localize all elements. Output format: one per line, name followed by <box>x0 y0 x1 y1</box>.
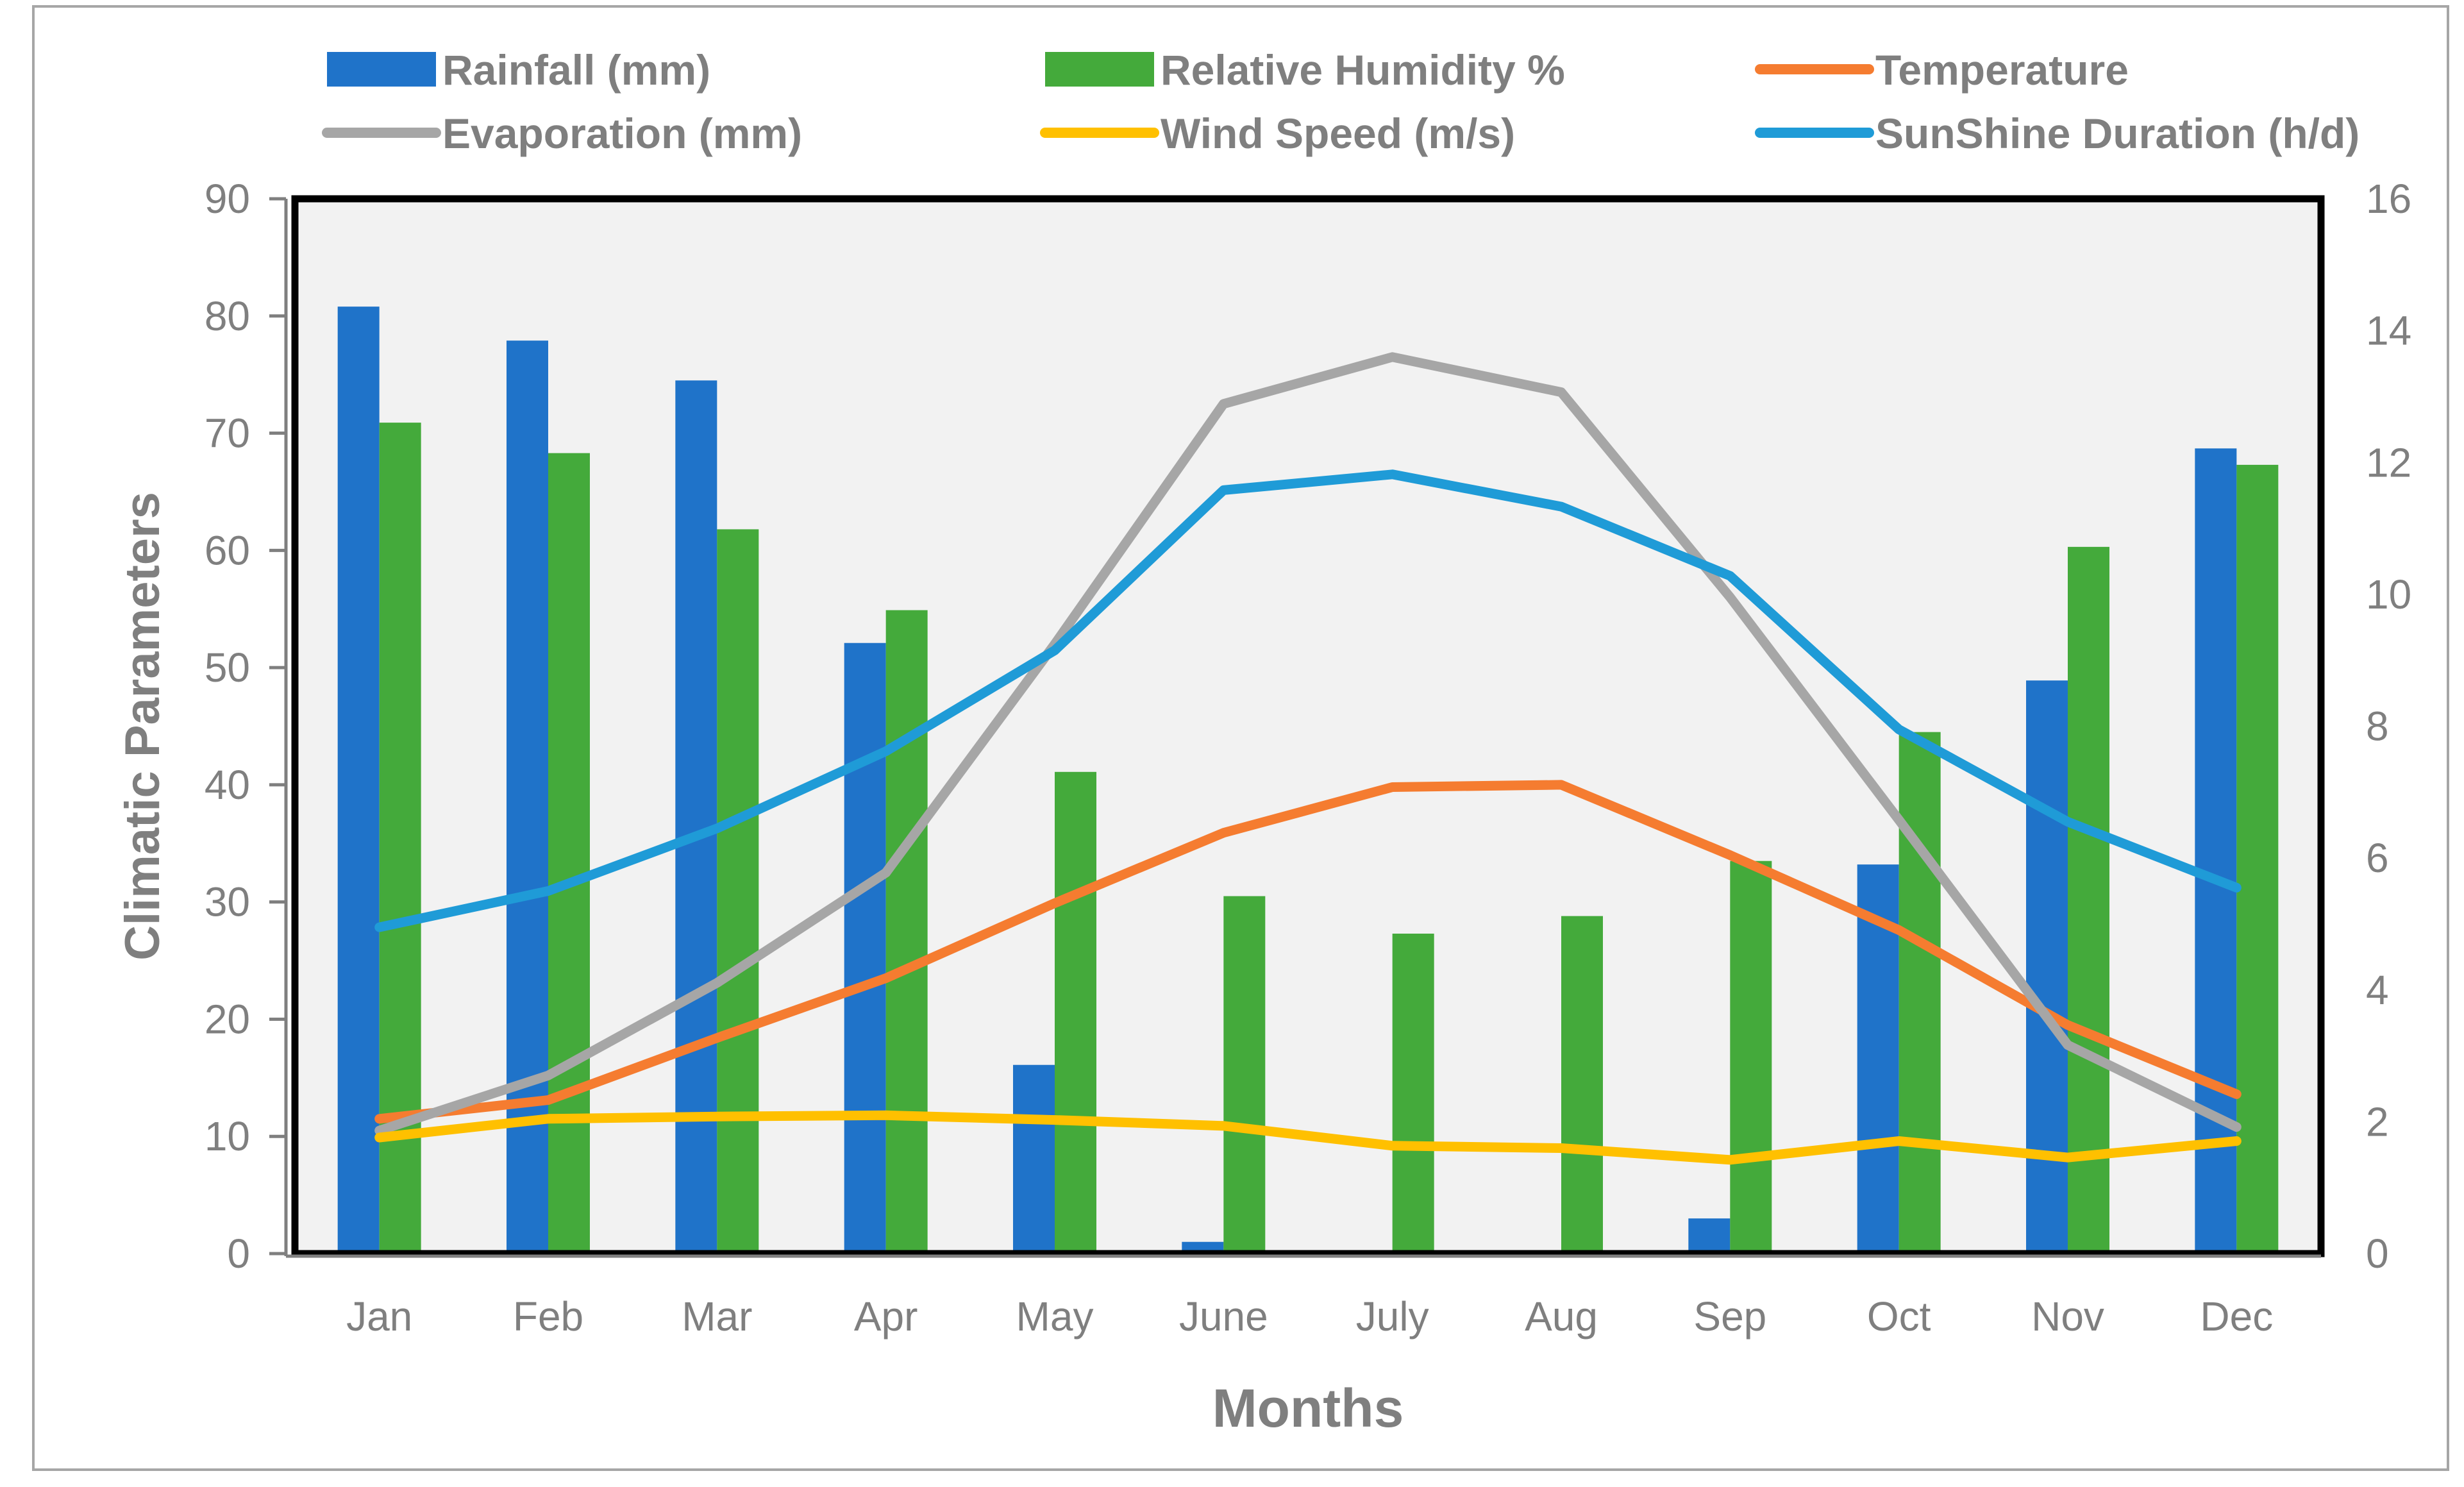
legend-swatch-relative-humidity <box>1045 52 1154 87</box>
left-tick-label-0: 0 <box>227 1231 250 1277</box>
plot-border <box>291 195 2325 1257</box>
right-tick-label-14: 14 <box>2366 308 2411 354</box>
left-tick-label-10: 10 <box>205 1113 250 1159</box>
plot-area <box>295 199 2321 1254</box>
line-temperature <box>374 780 2242 1124</box>
left-tick-label-50: 50 <box>205 644 250 691</box>
left-tick-label-70: 70 <box>205 410 250 457</box>
y-axis-title: Climatic Parameters <box>115 492 170 961</box>
legend-label-wind-speed-m-s: Wind Speed (m/s) <box>1161 110 1515 157</box>
legend-label-relative-humidity: Relative Humidity % <box>1161 46 1565 94</box>
line-sunshine-duration-h-d <box>374 469 2242 932</box>
line-evaporation-mm <box>374 352 2242 1136</box>
x-tick-label-apr: Apr <box>854 1293 918 1340</box>
x-tick-label-dec: Dec <box>2200 1293 2273 1340</box>
bar-relative-humidity-july <box>1392 934 1434 1254</box>
legend-label-evaporation-mm: Evaporation (mm) <box>442 110 802 157</box>
x-axis-title: Months <box>1212 1378 1404 1438</box>
bar-relative-humidity-aug <box>1561 916 1603 1254</box>
x-axis: Jan Feb Mar Apr May June July Aug Sep Oct Nov Dec <box>286 1254 2321 1340</box>
left-axis: 0 10 20 30 40 50 60 70 80 90 <box>205 176 288 1277</box>
line-wind-speed-m-s <box>374 1110 2242 1165</box>
x-tick-label-may: May <box>1016 1293 1094 1340</box>
bar-rainfall-mm-jan <box>337 307 380 1254</box>
left-tick-label-20: 20 <box>205 996 250 1042</box>
legend: Rainfall (mm) Relative Humidity % Temperat… <box>322 46 2359 157</box>
bar-rainfall-mm-may <box>1013 1064 1055 1254</box>
right-tick-label-8: 8 <box>2366 703 2389 750</box>
right-tick-label-16: 16 <box>2366 176 2411 222</box>
x-tick-label-june: June <box>1179 1293 1268 1340</box>
left-tick-label-40: 40 <box>205 762 250 808</box>
x-tick-label-mar: Mar <box>682 1293 752 1340</box>
bar-relative-humidity-dec <box>2236 464 2279 1254</box>
bar-rainfall-mm-dec <box>2195 448 2237 1254</box>
x-tick-label-sep: Sep <box>1693 1293 1766 1340</box>
left-tick-label-30: 30 <box>205 879 250 925</box>
left-tick-label-90: 90 <box>205 176 250 222</box>
bar-relative-humidity-nov <box>2068 546 2109 1254</box>
right-tick-label-12: 12 <box>2366 439 2411 485</box>
bar-rainfall-mm-apr <box>844 643 886 1254</box>
bar-rainfall-mm-nov <box>2026 680 2068 1254</box>
bar-relative-humidity-sep <box>1730 861 1772 1254</box>
x-tick-label-feb: Feb <box>513 1293 583 1340</box>
x-tick-label-july: July <box>1356 1293 1429 1340</box>
bar-rainfall-mm-sep <box>1688 1218 1731 1254</box>
right-axis: 0 2 4 6 8 10 12 14 16 <box>2366 176 2411 1277</box>
bar-relative-humidity-may <box>1055 771 1096 1254</box>
legend-label-rainfall-mm: Rainfall (mm) <box>442 46 710 94</box>
left-tick-label-80: 80 <box>205 293 250 339</box>
bar-relative-humidity-feb <box>548 453 590 1254</box>
x-tick-label-oct: Oct <box>1867 1293 1931 1340</box>
bar-rainfall-mm-mar <box>675 380 717 1254</box>
bar-relative-humidity-mar <box>717 529 759 1254</box>
right-tick-label-6: 6 <box>2366 835 2389 881</box>
bar-relative-humidity-apr <box>885 610 928 1254</box>
bar-relative-humidity-oct <box>1898 732 1941 1254</box>
x-tick-label-aug: Aug <box>1525 1293 1598 1340</box>
right-tick-label-10: 10 <box>2366 571 2411 617</box>
x-tick-label-nov: Nov <box>2031 1293 2104 1340</box>
right-tick-label-4: 4 <box>2366 967 2389 1013</box>
x-tick-label-jan: Jan <box>346 1293 412 1340</box>
legend-label-sunshine-duration-h-d: SunShine Duration (h/d) <box>1875 110 2359 157</box>
right-tick-label-0: 0 <box>2366 1231 2389 1277</box>
legend-label-temperature: Temperature <box>1875 46 2129 94</box>
bar-relative-humidity-june <box>1223 896 1266 1254</box>
lines-group <box>374 352 2242 1165</box>
legend-swatch-rainfall-mm <box>327 52 436 87</box>
right-tick-label-2: 2 <box>2366 1098 2389 1145</box>
left-tick-label-60: 60 <box>205 527 250 573</box>
